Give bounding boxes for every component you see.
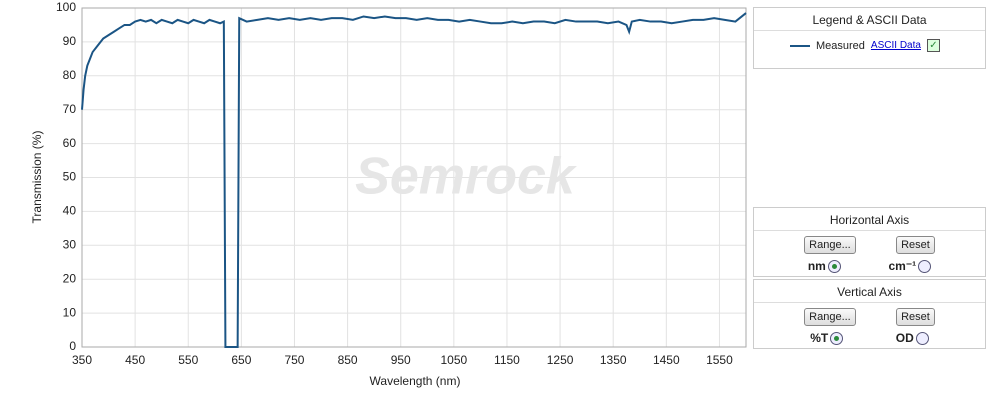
horizontal-axis-panel: Horizontal Axis Range... Reset nm cm⁻¹ (753, 207, 986, 277)
y-tick-label: 10 (63, 305, 77, 319)
x-tick-label: 1050 (440, 353, 467, 367)
x-tick-label: 1550 (706, 353, 733, 367)
x-tick-label: 1250 (547, 353, 574, 367)
checkbox[interactable]: ✓ (926, 39, 940, 52)
legend-panel: Legend & ASCII Data Measured ASCII Data … (753, 7, 986, 69)
data-line (81, 12, 747, 348)
reset-button[interactable]: Reset (896, 308, 935, 326)
panel-title: Vertical Axis (754, 280, 985, 303)
reset-button[interactable]: Reset (896, 236, 935, 254)
vertical-axis-panel: Vertical Axis Range... Reset %T OD (753, 279, 986, 349)
x-tick-label: 750 (284, 353, 304, 367)
x-tick-label: 650 (231, 353, 251, 367)
radio[interactable] (830, 331, 844, 345)
option-label: OD (895, 331, 914, 345)
x-tick-label: 1450 (653, 353, 680, 367)
x-axis-label: Wavelength (nm) (370, 374, 461, 388)
x-tick-label: 550 (178, 353, 198, 367)
plot-area (81, 7, 747, 348)
y-tick-label: 70 (63, 102, 77, 116)
radio[interactable] (827, 259, 841, 273)
legend-entry: Measured (816, 39, 865, 52)
y-tick-label: 80 (63, 68, 77, 82)
range-button[interactable]: Range... (804, 308, 856, 326)
x-tick-label: 1150 (494, 353, 520, 367)
legend-swatch (790, 44, 810, 47)
watermark: Semrock (355, 148, 578, 206)
x-tick-label: 1350 (600, 353, 627, 367)
panel-title: Legend & ASCII Data (754, 8, 985, 31)
y-tick-label: 20 (63, 271, 77, 285)
y-tick-label: 60 (63, 136, 77, 150)
panel-title: Horizontal Axis (754, 208, 985, 231)
x-tick-label: 350 (72, 353, 92, 367)
y-axis-label: Transmission (%) (30, 131, 44, 224)
x-tick-label: 850 (338, 353, 358, 367)
radio[interactable] (915, 331, 929, 345)
option-label: nm (807, 259, 826, 273)
y-tick-label: 90 (63, 34, 77, 48)
range-button[interactable]: Range... (804, 236, 856, 254)
x-tick-label: 950 (391, 353, 411, 367)
y-tick-label: 40 (63, 204, 77, 218)
option-label: %T (810, 331, 829, 345)
y-tick-label: 30 (63, 237, 77, 251)
option-label: cm⁻¹ (888, 259, 917, 273)
y-tick-label: 0 (69, 339, 76, 353)
y-tick-label: 50 (63, 170, 77, 184)
radio[interactable] (918, 259, 932, 273)
x-tick-label: 450 (125, 353, 145, 367)
y-tick-label: 100 (56, 0, 76, 14)
chart: Semrock Wavelength (nm) Transmission (%)… (30, 0, 747, 388)
ascii-link[interactable]: ASCII Data (870, 40, 921, 51)
